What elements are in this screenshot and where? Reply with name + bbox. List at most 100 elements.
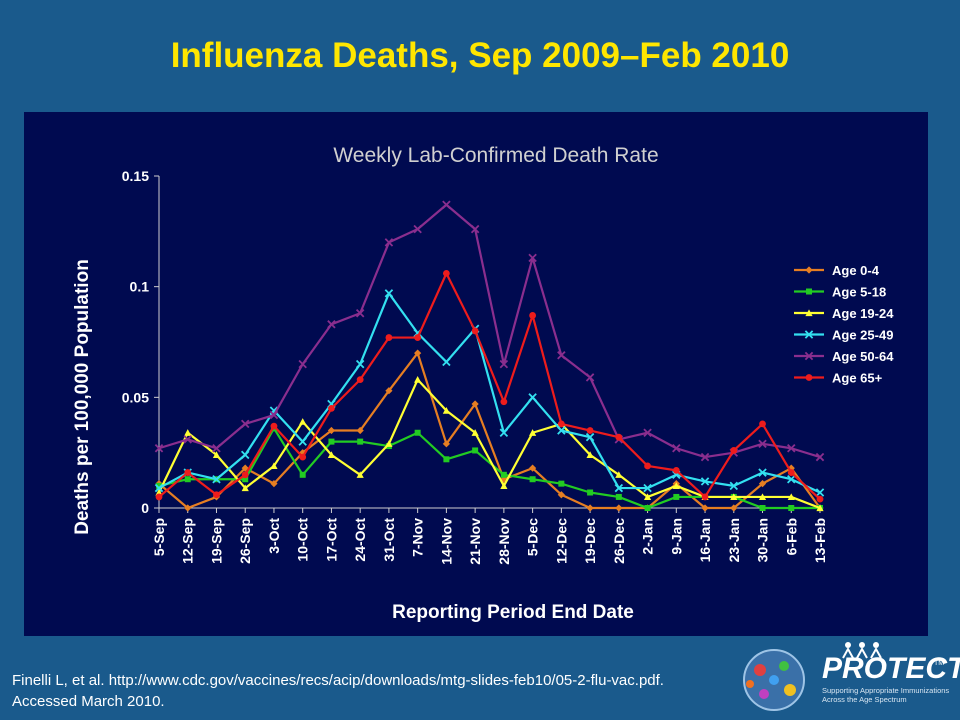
- series-age-65: [155, 269, 824, 503]
- legend-item-age-5-18: Age 5-18: [794, 285, 886, 300]
- data-point-age-0-4: [529, 464, 537, 472]
- data-point-age-50-64: [355, 308, 365, 318]
- data-point-age-19-24: [155, 488, 163, 496]
- data-point-age-65: [442, 269, 450, 277]
- data-point-age-0-4: [730, 504, 738, 512]
- data-point-age-50-64: [499, 359, 509, 369]
- data-point-age-0-4: [184, 504, 192, 512]
- data-point-age-25-49: [614, 483, 624, 493]
- data-point-age-19-24: [241, 484, 249, 492]
- data-point-age-50-64: [212, 444, 221, 453]
- series-line-age-19-24: [158, 378, 821, 510]
- data-point-age-19-24: [270, 462, 278, 470]
- data-point-age-50-64: [327, 320, 336, 329]
- legend-label-age-65: Age 65+: [832, 371, 883, 386]
- series-age-25-49: [154, 289, 825, 497]
- data-point-age-19-24: [385, 440, 393, 447]
- x-tick-label: 12-Sep: [180, 518, 196, 564]
- data-point-age-25-49: [758, 468, 767, 477]
- data-point-age-5-18: [587, 489, 594, 496]
- data-point-age-65: [184, 469, 192, 476]
- data-point-age-19-24: [529, 429, 537, 436]
- x-tick-label: 19-Sep: [208, 518, 224, 564]
- x-tick-label: 2-Jan: [640, 518, 656, 555]
- x-tick-label: 21-Nov: [467, 518, 483, 565]
- data-point-age-19-24: [356, 471, 364, 478]
- data-point-age-5-18: [414, 429, 421, 436]
- citation-line-1[interactable]: Finelli L, et al. http://www.cdc.gov/vac…: [12, 672, 664, 689]
- data-point-age-0-4: [701, 504, 709, 512]
- series-line-age-50-64: [158, 203, 821, 459]
- data-point-age-0-4: [787, 464, 795, 472]
- data-point-age-5-18: [443, 456, 450, 463]
- legend-label-age-19-24: Age 19-24: [832, 306, 894, 321]
- data-point-age-50-64: [528, 253, 537, 263]
- data-point-age-19-24: [730, 493, 738, 501]
- data-point-age-0-4: [586, 504, 594, 512]
- x-tick-label: 31-Oct: [381, 518, 397, 562]
- x-tick-label: 5-Dec: [525, 518, 541, 556]
- data-point-age-0-4: [356, 426, 364, 435]
- x-tick-label: 3-Oct: [266, 518, 282, 554]
- y-tick-label: 0: [141, 500, 149, 516]
- data-point-age-19-24: [758, 493, 767, 501]
- death-rate-chart: Weekly Lab-Confirmed Death Rate Deaths p…: [72, 144, 894, 623]
- y-tick-label: 0.15: [122, 168, 149, 184]
- data-point-age-0-4: [442, 440, 450, 448]
- data-point-age-25-49: [355, 359, 365, 369]
- x-tick-label: 16-Jan: [697, 518, 713, 562]
- data-point-age-25-49: [442, 357, 451, 367]
- data-point-age-50-64: [585, 373, 595, 382]
- data-point-age-65: [385, 334, 393, 341]
- data-point-age-50-64: [183, 435, 192, 444]
- citation: Finelli L, et al. http://www.cdc.gov/vac…: [12, 670, 664, 712]
- globe-icon: [743, 649, 805, 711]
- data-point-age-19-24: [184, 429, 192, 436]
- data-point-age-65: [356, 376, 364, 384]
- legend-marker-age-50-64: [804, 351, 814, 361]
- data-point-age-25-49: [700, 477, 710, 486]
- data-point-age-50-64: [672, 444, 681, 453]
- x-axis-label: Reporting Period End Date: [392, 602, 634, 623]
- data-point-age-50-64: [154, 444, 164, 453]
- x-tick-label: 9-Jan: [668, 518, 684, 555]
- data-point-age-50-64: [384, 238, 394, 247]
- series-age-19-24: [155, 376, 824, 512]
- x-tick-label: 28-Nov: [496, 518, 512, 565]
- data-point-age-19-24: [816, 504, 824, 512]
- series-line-age-65: [158, 272, 821, 500]
- data-point-age-5-18: [357, 438, 364, 445]
- data-point-age-5-18: [299, 471, 306, 478]
- legend-item-age-50-64: Age 50-64: [794, 349, 894, 364]
- chart-title: Weekly Lab-Confirmed Death Rate: [333, 144, 658, 167]
- data-point-age-19-24: [500, 482, 508, 489]
- data-point-age-50-64: [298, 359, 307, 369]
- data-point-age-5-18: [558, 480, 565, 487]
- data-point-age-19-24: [327, 451, 336, 458]
- x-tick-label: 14-Nov: [438, 518, 454, 565]
- legend-item-age-25-49: Age 25-49: [794, 328, 893, 343]
- data-point-age-5-18: [759, 505, 766, 511]
- logo-tagline-1: Supporting Appropriate Immunizations: [822, 686, 950, 695]
- data-point-age-50-64: [815, 452, 825, 462]
- data-point-age-65: [529, 312, 537, 319]
- data-point-age-19-24: [787, 493, 795, 501]
- data-point-age-65: [414, 334, 422, 341]
- data-point-age-65: [586, 427, 594, 434]
- data-point-age-65: [672, 466, 680, 474]
- data-point-age-19-24: [586, 451, 594, 458]
- data-point-age-25-49: [212, 474, 221, 484]
- data-point-age-0-4: [471, 400, 479, 408]
- data-point-age-0-4: [327, 426, 336, 435]
- x-tick-label: 26-Sep: [237, 518, 253, 564]
- y-tick-label: 0.1: [130, 279, 150, 295]
- chart-panel: Weekly Lab-Confirmed Death Rate Deaths p…: [24, 112, 928, 636]
- x-tick-label: 5-Sep: [151, 518, 167, 556]
- data-point-age-65: [500, 398, 508, 406]
- data-point-age-25-49: [499, 428, 509, 437]
- citation-line-2: Accessed March 2010.: [12, 693, 165, 710]
- legend-label-age-25-49: Age 25-49: [832, 328, 893, 343]
- data-point-age-50-64: [413, 224, 422, 234]
- data-point-age-65: [730, 447, 738, 454]
- data-point-age-19-24: [471, 429, 479, 436]
